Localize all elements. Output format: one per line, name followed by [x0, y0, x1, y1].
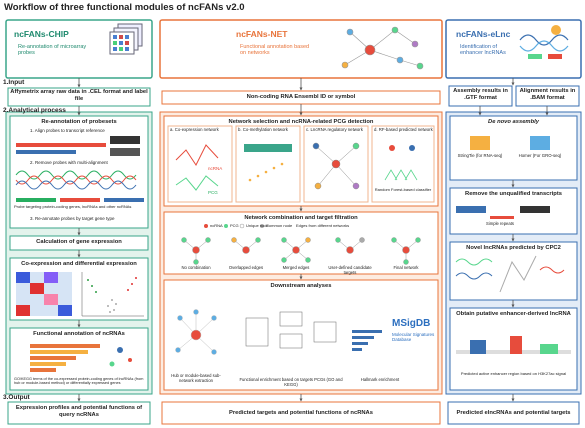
elnc-icon — [519, 25, 569, 59]
step-text: 1. Align probes to transcript reference — [30, 128, 105, 133]
tool-label: StringTie (for RNA-seq) — [457, 153, 503, 158]
step-title: Remove the unqualified transcripts — [465, 191, 562, 197]
step-text: 2. Remove probes with multi-alignment — [30, 160, 108, 165]
module-name: ncFANs-eLnc — [456, 29, 511, 39]
label: PCG — [208, 190, 218, 195]
section-label: 1.Input — [3, 79, 25, 86]
input-text: Assembly results in .GTF format — [453, 88, 508, 101]
net-output-box — [161, 401, 441, 425]
step-title: Re-annotation of probesets — [41, 119, 117, 125]
note: Probe targeting protein-coding genes, ln… — [14, 204, 132, 209]
net-step-boxes — [163, 115, 439, 391]
step-label: User-defined candidate targets — [328, 265, 372, 275]
combination-networks — [181, 223, 421, 265]
note: Predicted active enhancer region based o… — [460, 371, 567, 376]
heatmap — [16, 272, 72, 316]
section-label: 3.Output — [3, 394, 30, 401]
label: ncRNA — [208, 166, 223, 171]
probe-alignment — [15, 136, 144, 202]
legend-item: PCG — [230, 223, 239, 228]
msigdb-name: Molecular Signatures Database — [392, 332, 435, 343]
tool-label: Homer (For GRO-seq) — [518, 153, 562, 158]
module-name: ncFANs-CHIP — [14, 29, 69, 39]
box — [449, 241, 578, 301]
analysis-label: Hub or module-based sub-network extracti… — [171, 373, 221, 383]
hub-network — [175, 309, 217, 355]
step-title: Obtain putative enhancer-derived lncRNA — [456, 311, 571, 317]
step-title: Calculation of gene expression — [36, 239, 122, 245]
box — [163, 211, 439, 275]
chip-output-box — [7, 401, 151, 425]
step-title: Network selection and ncRNA-related PCG … — [228, 119, 374, 125]
title: Workflow of three functional modules of … — [4, 2, 245, 13]
label: Random Forest-based classifier — [374, 187, 432, 192]
legend-item: Common node — [266, 223, 293, 228]
step-title: Functional annotation of ncRNAs — [33, 331, 125, 337]
panel-title: d. RF-based predicted network — [374, 127, 433, 132]
chip-icon — [109, 23, 143, 55]
box — [9, 115, 149, 229]
step-label: Overlapped edges — [228, 265, 264, 270]
step-title: Novel lncRNAs predicted by CPC2 — [466, 245, 561, 251]
analysis-label: Functional enrichment based on targets P… — [239, 377, 343, 387]
volcano-plot — [81, 272, 144, 317]
chip-step-boxes — [9, 115, 149, 391]
input-text: Non-coding RNA Ensembl ID or symbol — [246, 94, 356, 100]
comethylation-plot — [244, 144, 292, 182]
step-label: Final network — [393, 265, 419, 270]
note: Simple repeats — [486, 221, 514, 226]
elnc-graphics — [455, 136, 571, 354]
box — [163, 115, 439, 207]
elnc-header-box — [445, 19, 582, 79]
step-title: Network combination and target filtratio… — [244, 215, 358, 221]
net-panel-frames — [167, 125, 435, 203]
hallmark-bars — [352, 330, 382, 351]
panel-title: b. Co-methylation network — [238, 127, 288, 132]
msigdb-logo: MSigDB — [392, 318, 431, 329]
rf-classifier — [384, 145, 418, 181]
step-title: Co-expression and differential expressio… — [21, 261, 137, 267]
enrichment-flow — [245, 311, 337, 349]
legend-item: Unique node — [246, 223, 269, 228]
panel-title: c. LncRNA regulatory network — [306, 127, 363, 132]
box — [163, 279, 439, 391]
elnc-input-box — [448, 85, 513, 107]
step-title: Downstream analyses — [270, 283, 332, 289]
input-text: Alignment results in .BAM format — [519, 88, 576, 101]
net-icon — [341, 26, 424, 70]
flow-arrows — [77, 78, 549, 402]
step-label: No combination — [181, 265, 211, 270]
module-description: Functional annotation based on networks — [240, 44, 310, 57]
step-text: 3. Re-annotate probes by target gene typ… — [30, 216, 115, 221]
output-text: Predicted elncRNAs and potential targets — [456, 410, 571, 416]
elnc-output-box — [447, 401, 580, 425]
module-name: ncFANs-NET — [236, 29, 288, 39]
output-text: Expression profiles and potential functi… — [15, 405, 143, 418]
section-label: 2.Analytical process — [3, 107, 66, 114]
input-text: Affymetrix array raw data in .CEL format… — [10, 89, 148, 102]
elnc-input-box — [515, 85, 580, 107]
step-title: De novo assembly — [488, 119, 539, 125]
output-text: Predicted targets and potential function… — [229, 410, 373, 416]
module-description: Re-annotation of microarray probes — [18, 44, 87, 57]
go-bars — [30, 344, 132, 372]
step-label: Merged edges — [282, 265, 310, 270]
note: GO/KEGG terms of the co-expressed protei… — [14, 377, 144, 386]
analysis-label: Hallmark enrichment — [360, 377, 400, 382]
legend-item: Edges from different networks — [296, 223, 350, 228]
module-description: Identification of enhancer lncRNAs — [460, 44, 506, 57]
legend-item: ncRNA — [210, 223, 223, 228]
regulatory-network — [312, 142, 360, 190]
coexpression-network — [175, 144, 219, 191]
panel-title: a. Co-expression network — [170, 127, 219, 132]
